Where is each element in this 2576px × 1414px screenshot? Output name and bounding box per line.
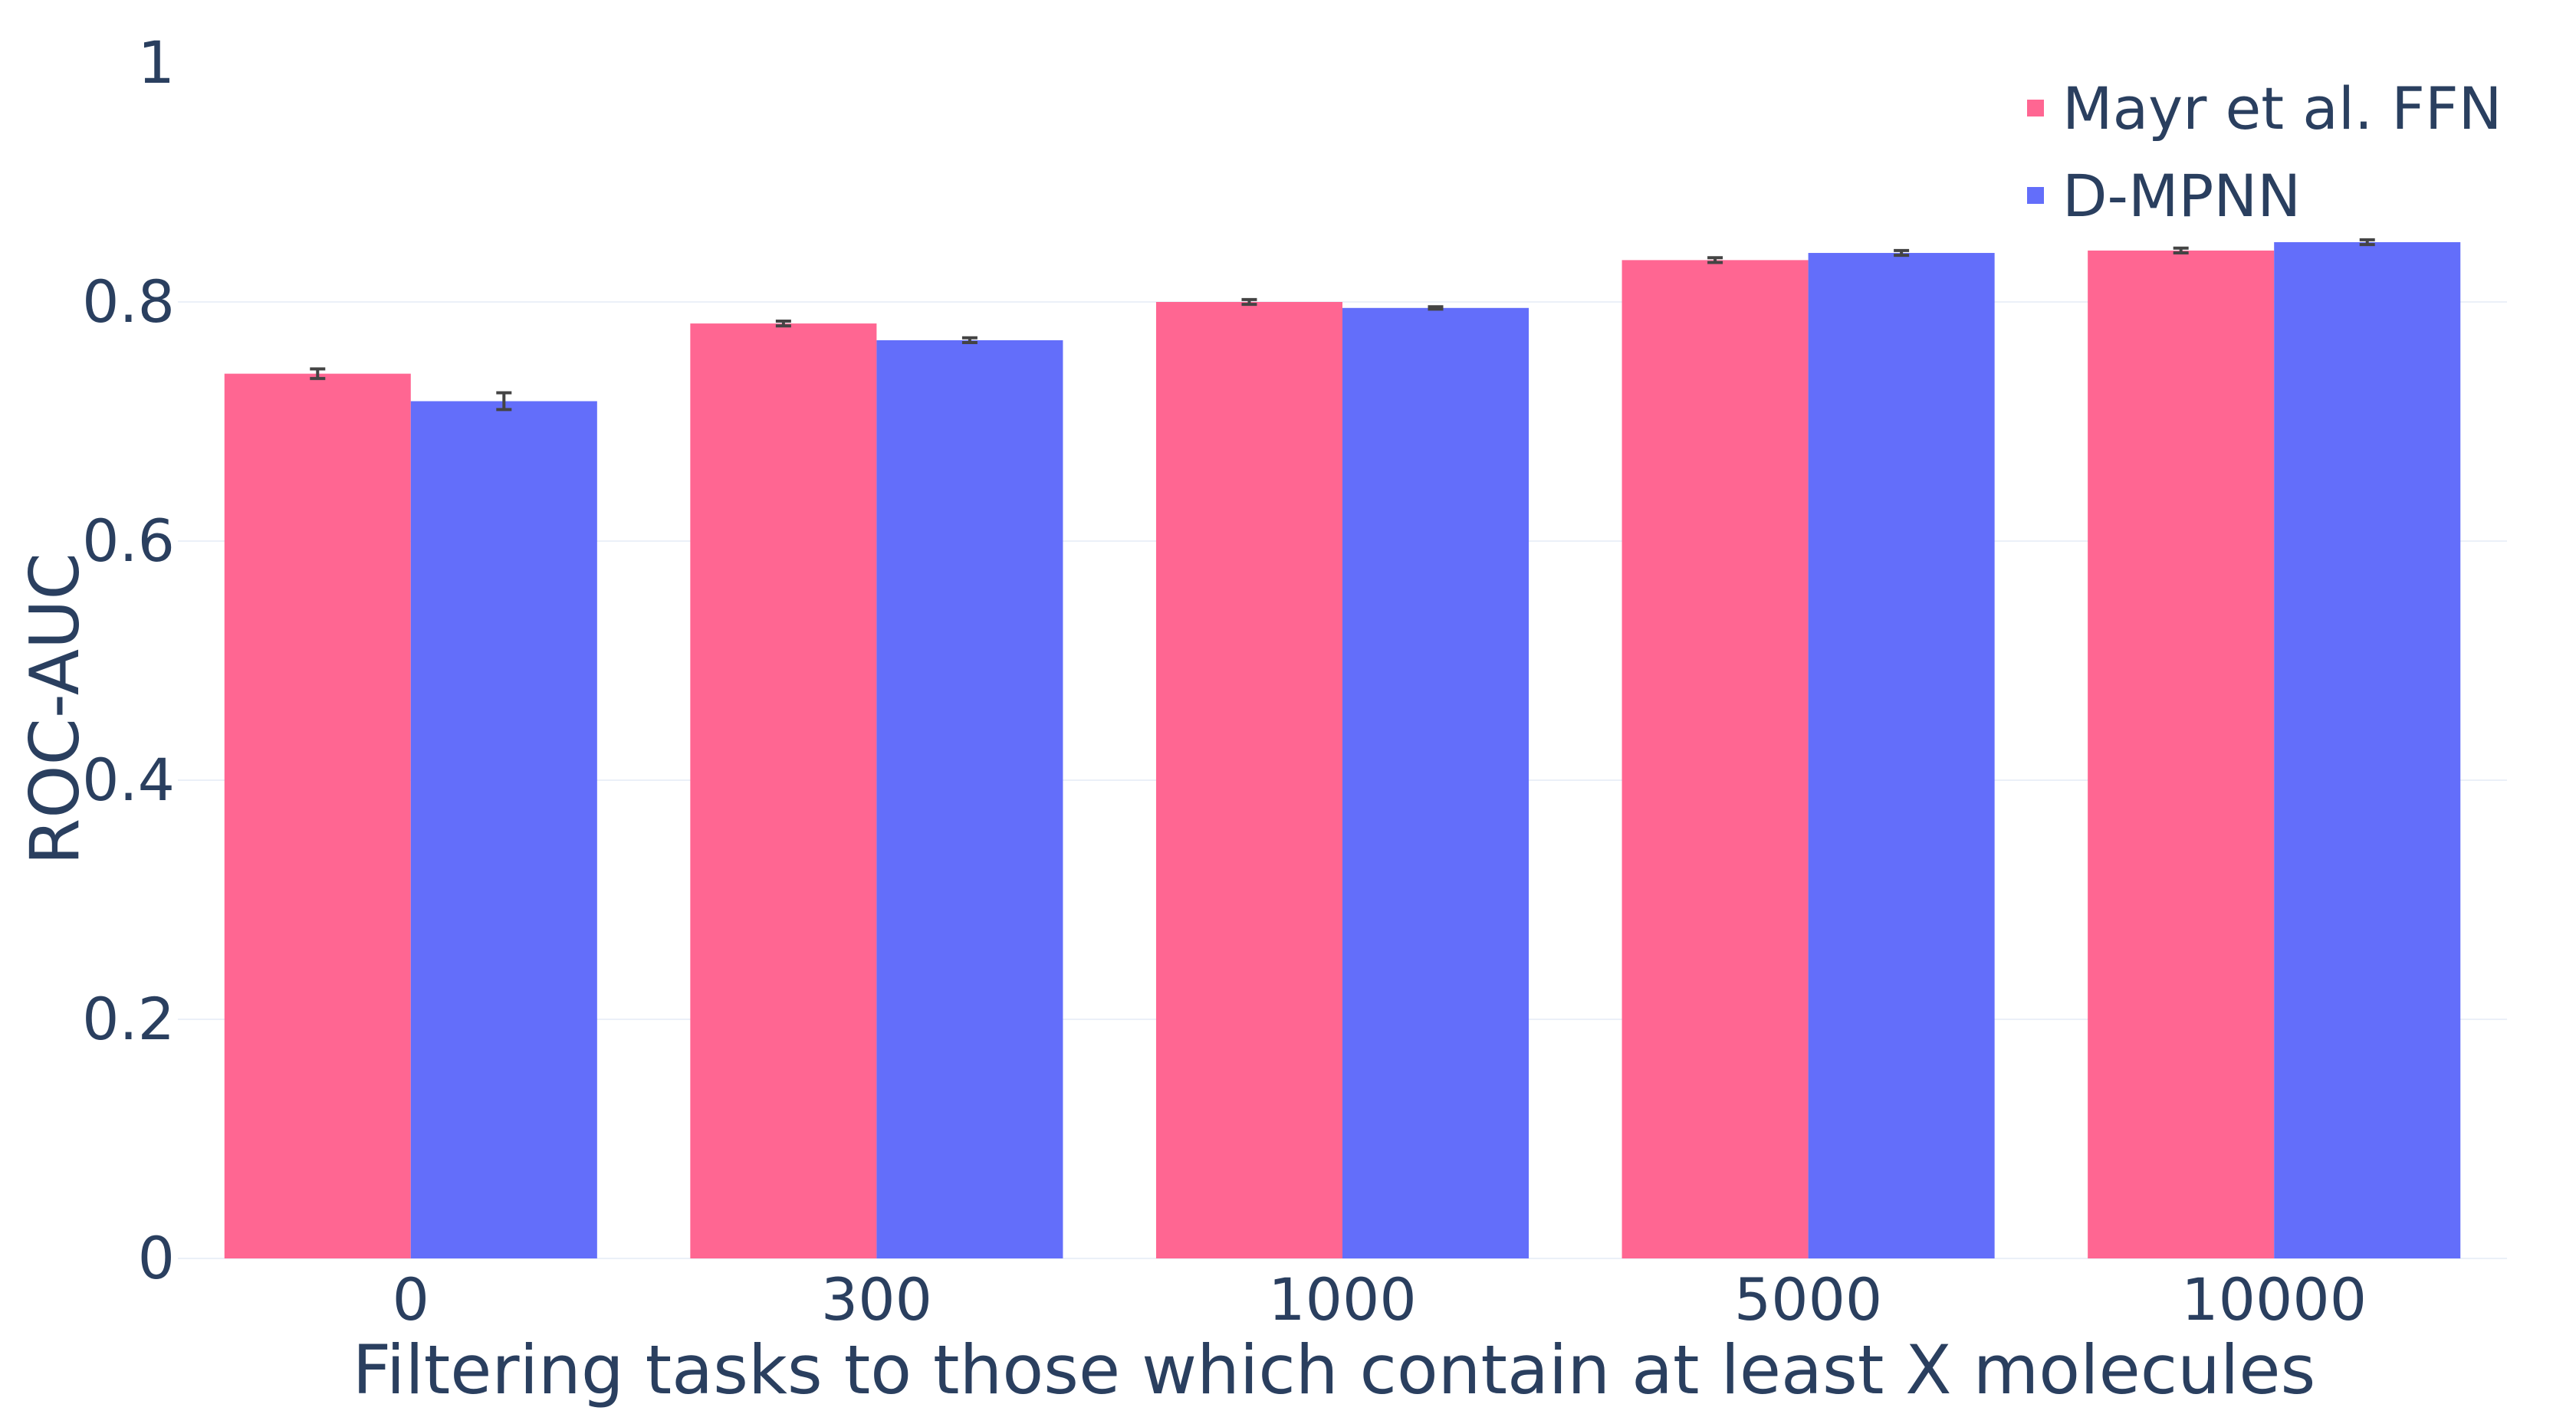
error-bar: [1428, 305, 1444, 311]
legend-item-dmpnn[interactable]: D-MPNN: [2027, 162, 2301, 230]
y-tick-label: 0.4: [82, 746, 175, 814]
bar-mayr[interactable]: [2088, 250, 2275, 1258]
legend-item-mayr[interactable]: Mayr et al. FFN: [2027, 74, 2502, 143]
bar-mayr[interactable]: [1622, 260, 1809, 1258]
error-bar: [1894, 248, 1910, 258]
legend-swatch-mayr: [2027, 100, 2044, 116]
y-tick-label: 1: [138, 28, 175, 97]
bar-dmpnn[interactable]: [1342, 307, 1530, 1258]
y-tick-label: 0.2: [82, 985, 175, 1053]
y-tick-label: 0.8: [82, 267, 175, 336]
error-bar: [310, 367, 326, 380]
error-bar: [2173, 246, 2189, 255]
legend-label-dmpnn: D-MPNN: [2062, 162, 2301, 230]
x-axis-title: Filtering tasks to those which contain a…: [353, 1330, 2316, 1409]
x-tick-label: 300: [821, 1265, 932, 1334]
error-bars: [310, 238, 2375, 412]
x-axis-ticks: 0 300 1000 5000 10000: [393, 1265, 2367, 1334]
error-bar: [775, 319, 791, 328]
bar-dmpnn[interactable]: [410, 401, 597, 1258]
bar-mayr[interactable]: [690, 323, 877, 1259]
error-bar: [1241, 297, 1257, 307]
error-bar: [496, 391, 512, 412]
x-tick-label: 0: [393, 1265, 429, 1334]
bars: [224, 242, 2461, 1259]
legend-swatch-dmpnn: [2027, 187, 2044, 204]
y-tick-label: 0: [138, 1224, 175, 1292]
error-bar: [1707, 256, 1723, 264]
bar-dmpnn[interactable]: [1808, 253, 1995, 1258]
bar-dmpnn[interactable]: [876, 340, 1063, 1258]
x-tick-label: 1000: [1268, 1265, 1416, 1334]
legend[interactable]: Mayr et al. FFN D-MPNN: [2027, 74, 2502, 230]
y-axis-ticks: 0 0.2 0.4 0.6 0.8 1: [82, 28, 175, 1292]
y-axis-title: ROC-AUC: [15, 553, 94, 865]
y-tick-label: 0.6: [82, 507, 175, 575]
x-tick-label: 5000: [1734, 1265, 1882, 1334]
bar-mayr[interactable]: [1155, 302, 1342, 1258]
x-tick-label: 10000: [2181, 1265, 2367, 1334]
legend-label-mayr: Mayr et al. FFN: [2062, 74, 2502, 143]
bar-dmpnn[interactable]: [2274, 242, 2461, 1258]
error-bar: [2359, 238, 2375, 247]
error-bar: [961, 336, 978, 345]
bar-mayr[interactable]: [224, 373, 411, 1259]
